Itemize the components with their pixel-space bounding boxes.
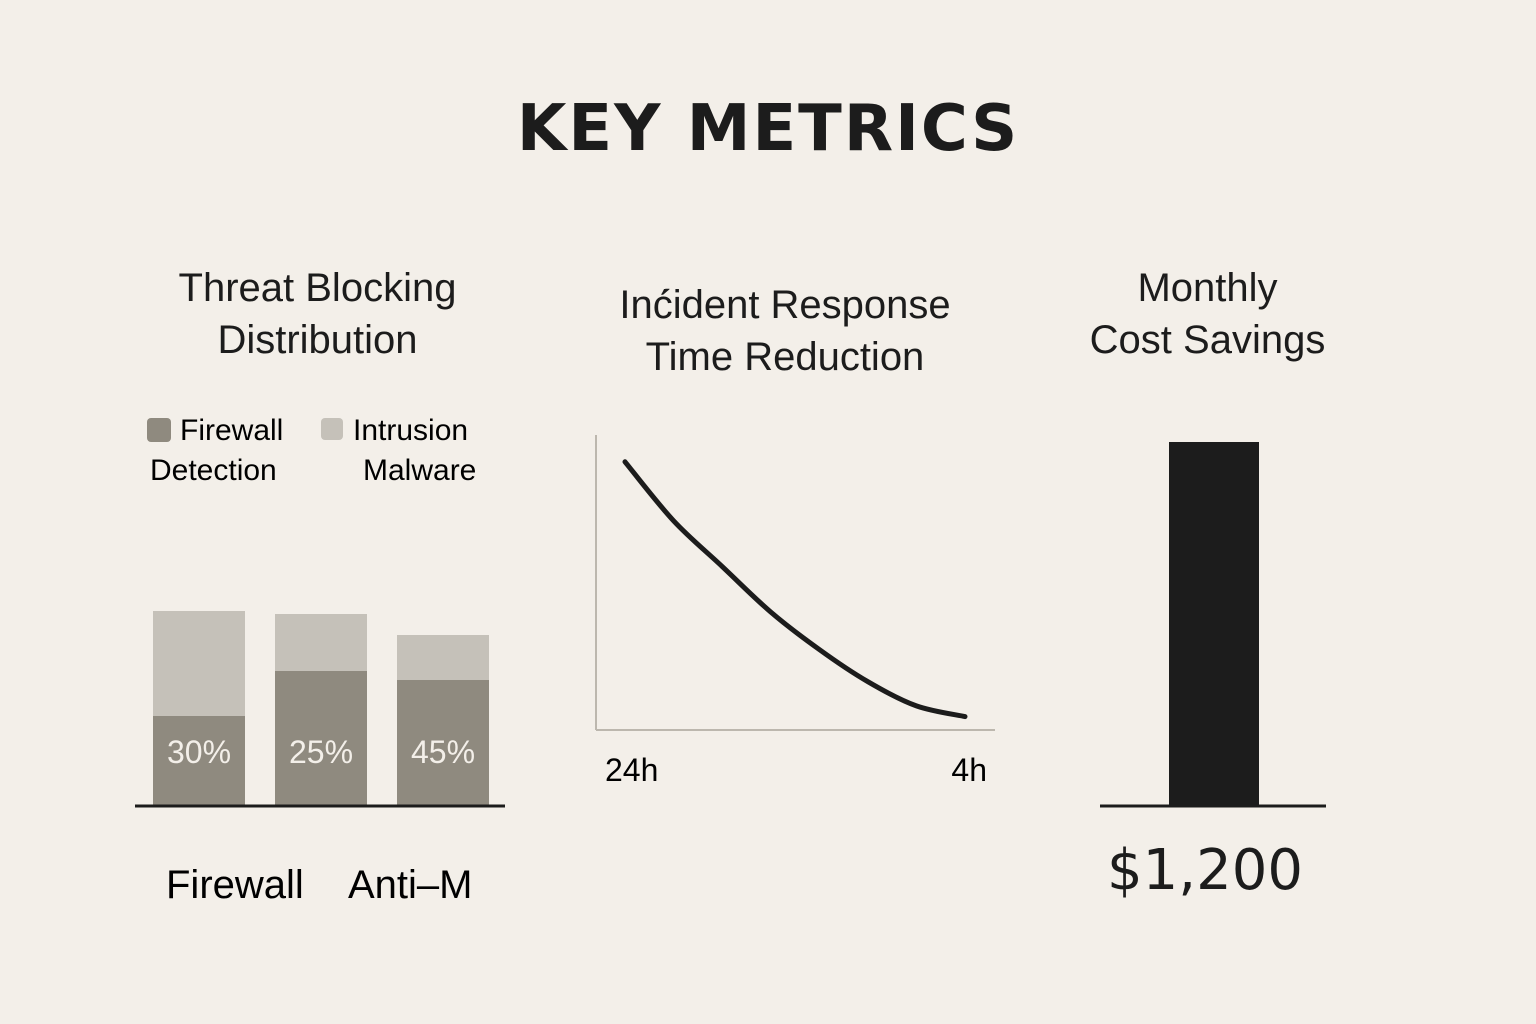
response-chart-title-line-1: Inć́ident Response: [619, 283, 951, 327]
response-chart-title-line-2: Time Reduction: [645, 335, 925, 379]
category-label: Anti–M: [348, 863, 473, 907]
bar-segment-upper: [397, 635, 489, 680]
bar-segment-upper: [153, 611, 245, 716]
bar-data-label: 30%: [167, 734, 231, 770]
savings-chart-title-line-2: Cost Savings: [1089, 318, 1326, 362]
bar-segment-lower: [275, 671, 367, 806]
bar-data-label: 25%: [289, 734, 353, 770]
savings-value: $1,200: [1107, 838, 1303, 903]
page-title: KEY METRICS: [516, 92, 1020, 166]
threat-legend: Firewall Intrusion Detection Malware: [147, 414, 476, 487]
legend-label: Intrusion: [353, 414, 468, 447]
legend-label: Detection: [150, 454, 277, 487]
x-tick-label: 24h: [605, 752, 658, 788]
threat-chart-title: Threat Blocking Distribution: [140, 262, 495, 366]
savings-chart-title-line-1: Monthly: [1137, 266, 1278, 310]
legend-swatch-light: [321, 418, 343, 440]
x-tick-label: 4h: [951, 752, 987, 788]
legend-swatch-dark: [147, 418, 171, 442]
savings-chart-title: Monthly Cost Savings: [1060, 262, 1355, 366]
threat-chart-title-line-2: Distribution: [217, 318, 418, 362]
savings-bar: [1169, 442, 1259, 806]
legend-label: Malware: [363, 454, 476, 487]
category-label: Firewall: [166, 863, 304, 907]
bar-segment-upper: [275, 614, 367, 671]
legend-label: Firewall: [180, 414, 283, 447]
threat-bars: 30% 25% 45%: [153, 611, 489, 806]
threat-chart-title-line-1: Threat Blocking: [178, 266, 457, 310]
bar-segment-lower: [153, 716, 245, 806]
response-chart-title: Inć́ident Response Time Reduction: [580, 279, 990, 383]
bar-segment-lower: [397, 680, 489, 806]
response-time-line: [622, 459, 968, 720]
bar-data-label: 45%: [411, 734, 475, 770]
